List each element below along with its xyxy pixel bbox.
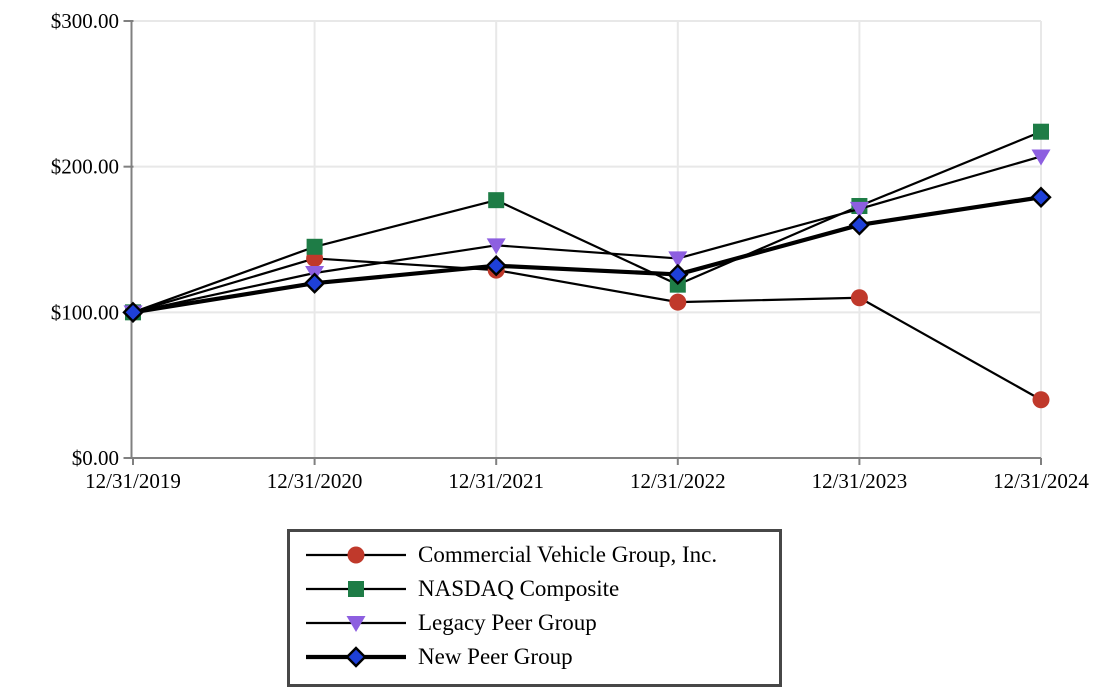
square-marker-icon [306, 581, 406, 597]
y-tick-label: $200.00 [51, 155, 119, 179]
square-marker [306, 238, 323, 255]
total-return-line-chart: $0.00 $100.00 $200.00 $300.00 12/31/2019 12/3… [51, 9, 1090, 493]
y-tick-label: $0.00 [72, 446, 119, 470]
x-tick-label: 12/31/2019 [85, 469, 181, 493]
legend-label: NASDAQ Composite [418, 576, 620, 601]
series-3 [122, 186, 1052, 324]
square-marker [1033, 123, 1049, 140]
legend-label: New Peer Group [418, 644, 573, 669]
diamond-marker [667, 263, 689, 286]
diamond-marker [303, 272, 326, 294]
x-tick-label: 12/31/2020 [267, 469, 363, 493]
series-line [132, 130, 1042, 314]
chart-legend: Commercial Vehicle Group, Inc. NASDAQ Co… [287, 529, 782, 687]
legend-item-new-peer-group: New Peer Group [304, 640, 779, 674]
legend-item-nasdaq-composite: NASDAQ Composite [304, 572, 779, 606]
x-tick-label: 12/31/2022 [630, 469, 726, 493]
diamond-marker [1030, 186, 1052, 208]
triangle-down-marker-icon [306, 616, 406, 632]
circle-marker [669, 293, 687, 311]
square-marker [348, 581, 364, 597]
circle-marker-icon [306, 546, 406, 564]
y-tick-label: $300.00 [51, 9, 119, 33]
x-tick-label: 12/31/2024 [993, 469, 1089, 493]
series-line [132, 155, 1042, 314]
triangle-down-marker [346, 616, 366, 632]
diamond-marker [122, 301, 144, 324]
circle-marker [850, 289, 868, 307]
square-marker [488, 192, 505, 209]
y-tick-label: $100.00 [51, 300, 119, 324]
legend-label: Commercial Vehicle Group, Inc. [418, 542, 718, 567]
diamond-marker [485, 255, 507, 277]
series-line [132, 195, 1042, 315]
diamond-marker-icon [306, 646, 406, 668]
triangle-down-marker [1031, 149, 1051, 166]
circle-marker [347, 546, 365, 564]
diamond-marker [848, 214, 871, 236]
triangle-down-marker [486, 238, 506, 255]
diamond-marker [345, 646, 367, 668]
x-tick-label: 12/31/2021 [448, 469, 544, 493]
x-tick-label: 12/31/2023 [812, 469, 908, 493]
circle-marker [1032, 391, 1050, 409]
triangle-down-marker [668, 251, 688, 268]
series-0 [124, 249, 1050, 409]
series-line [132, 257, 1042, 401]
legend-item-commercial-vehicle-group: Commercial Vehicle Group, Inc. [304, 538, 779, 572]
legend-item-legacy-peer-group: Legacy Peer Group [304, 606, 779, 640]
legend-label: Legacy Peer Group [418, 610, 597, 635]
series-2 [123, 149, 1051, 322]
triangle-down-marker [849, 201, 869, 218]
